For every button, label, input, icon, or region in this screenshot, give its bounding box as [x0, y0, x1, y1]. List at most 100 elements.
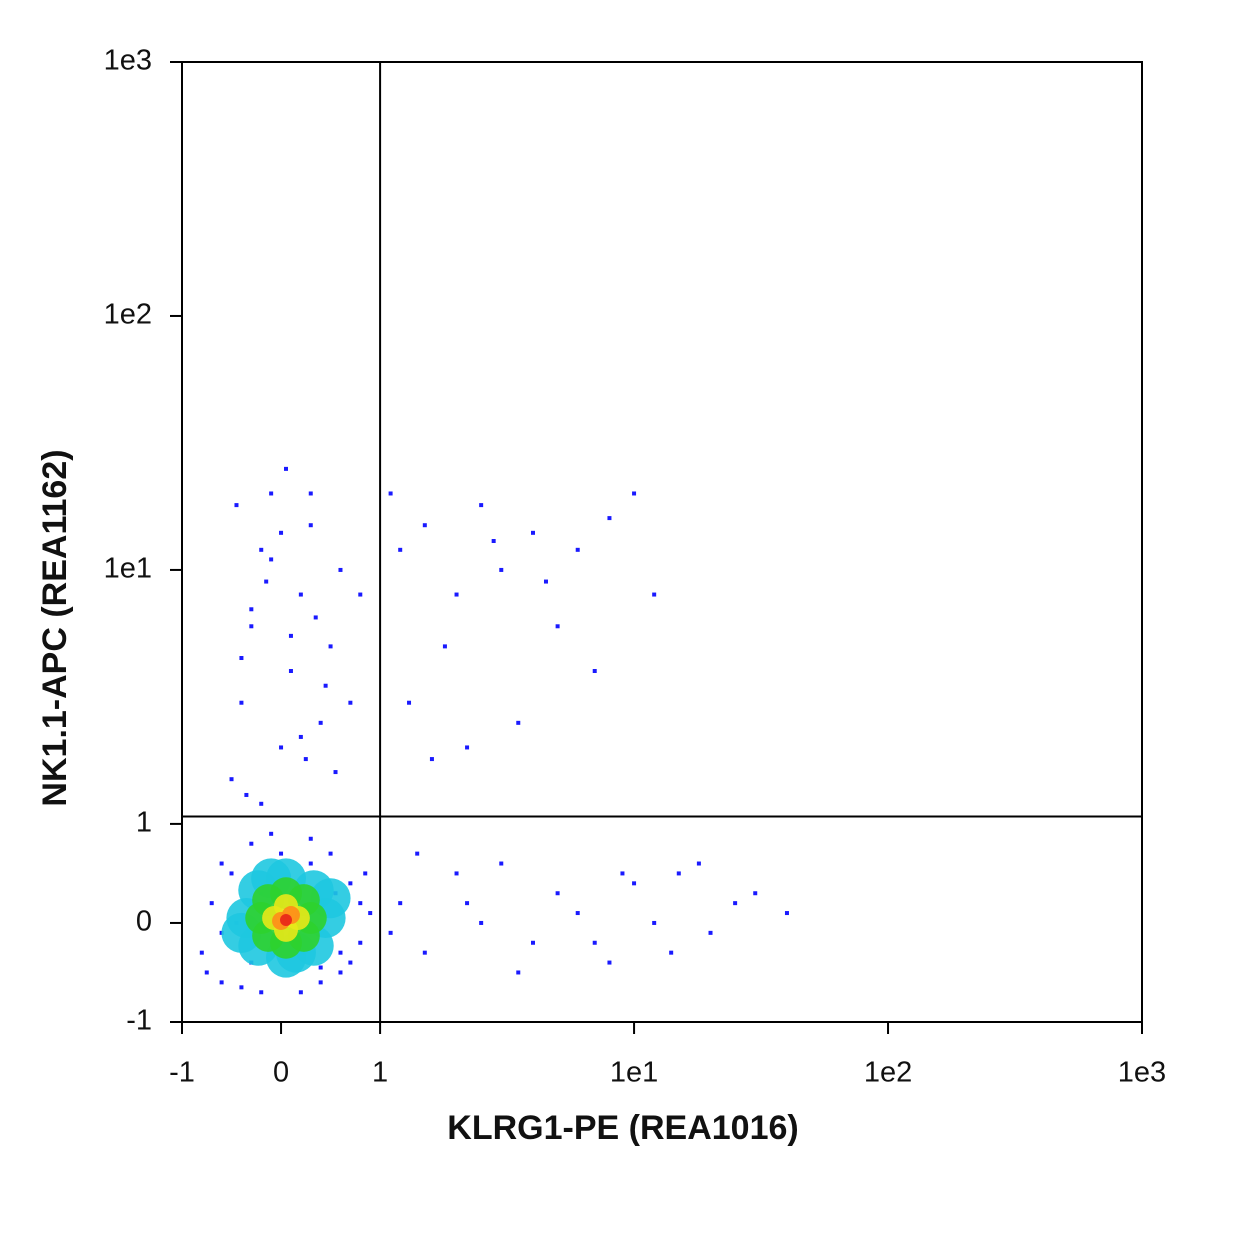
- point: [229, 871, 234, 876]
- point: [239, 656, 244, 661]
- point: [676, 871, 681, 876]
- point: [348, 881, 353, 886]
- point: [491, 538, 496, 543]
- density-point: [280, 913, 292, 926]
- point: [422, 523, 427, 528]
- point: [620, 871, 625, 876]
- point: [269, 557, 274, 562]
- point: [516, 970, 521, 975]
- point: [249, 841, 254, 846]
- point: [333, 770, 338, 775]
- y-tick-label: 1e2: [104, 299, 152, 331]
- point: [239, 700, 244, 705]
- point: [368, 911, 373, 916]
- point: [269, 831, 274, 836]
- y-tick-label: 0: [136, 906, 152, 938]
- points: [199, 466, 789, 995]
- point: [454, 592, 459, 597]
- point: [298, 990, 303, 995]
- point: [388, 491, 393, 496]
- point: [696, 861, 701, 866]
- point: [607, 516, 612, 521]
- point: [429, 757, 434, 762]
- point: [279, 851, 284, 856]
- point: [229, 777, 234, 782]
- point: [328, 644, 333, 649]
- point: [264, 579, 269, 584]
- x-tick-label: 1e3: [1118, 1057, 1166, 1089]
- point: [279, 530, 284, 535]
- point: [652, 920, 657, 925]
- point: [499, 861, 504, 866]
- point: [530, 940, 535, 945]
- point: [249, 607, 254, 612]
- point: [575, 911, 580, 916]
- point: [358, 592, 363, 597]
- point: [204, 970, 209, 975]
- point: [454, 871, 459, 876]
- y-tick-label: 1: [136, 807, 152, 839]
- point: [708, 930, 713, 935]
- point: [259, 547, 264, 552]
- x-tick-label: 1e2: [864, 1057, 912, 1089]
- x-tick-label: -1: [169, 1057, 195, 1089]
- x-tick-label: 1e1: [610, 1057, 658, 1089]
- point: [269, 491, 274, 496]
- x-tick-label: 0: [273, 1057, 289, 1089]
- y-axis-title: NK1.1-APC (REA1162): [36, 449, 74, 806]
- point: [499, 567, 504, 572]
- point: [259, 801, 264, 806]
- point: [555, 624, 560, 629]
- point: [298, 734, 303, 739]
- point: [348, 700, 353, 705]
- point: [234, 503, 239, 508]
- point: [733, 901, 738, 906]
- point: [592, 669, 597, 674]
- point: [338, 970, 343, 975]
- y-tick-label: 1e1: [104, 553, 152, 585]
- point: [422, 950, 427, 955]
- point: [199, 950, 204, 955]
- point: [284, 466, 288, 471]
- point: [632, 881, 637, 886]
- point: [318, 965, 323, 970]
- point: [209, 901, 214, 906]
- y-tick-label: 1e3: [104, 45, 152, 77]
- point: [543, 579, 548, 584]
- point: [753, 891, 758, 896]
- point: [516, 720, 521, 725]
- point: [338, 567, 343, 572]
- point: [555, 891, 560, 896]
- point: [219, 980, 224, 985]
- point: [288, 669, 293, 674]
- point: [784, 911, 789, 916]
- point: [415, 851, 420, 856]
- point: [465, 745, 470, 750]
- point: [607, 960, 612, 965]
- point: [328, 851, 333, 856]
- point: [632, 491, 637, 496]
- point: [398, 901, 403, 906]
- point: [358, 901, 363, 906]
- point: [358, 940, 363, 945]
- point: [259, 990, 264, 995]
- point: [318, 980, 323, 985]
- point: [407, 700, 412, 705]
- point: [338, 950, 343, 955]
- point: [313, 615, 318, 620]
- point: [348, 960, 353, 965]
- plot-frame: [181, 61, 1143, 1023]
- point: [308, 491, 313, 496]
- point: [575, 547, 580, 552]
- point: [308, 523, 313, 528]
- point: [652, 592, 657, 597]
- point: [288, 633, 293, 638]
- point: [363, 871, 368, 876]
- point: [308, 861, 313, 866]
- y-tick-label: -1: [126, 1005, 152, 1037]
- point: [465, 901, 470, 906]
- point: [244, 792, 249, 797]
- point: [249, 624, 254, 629]
- point: [398, 547, 403, 552]
